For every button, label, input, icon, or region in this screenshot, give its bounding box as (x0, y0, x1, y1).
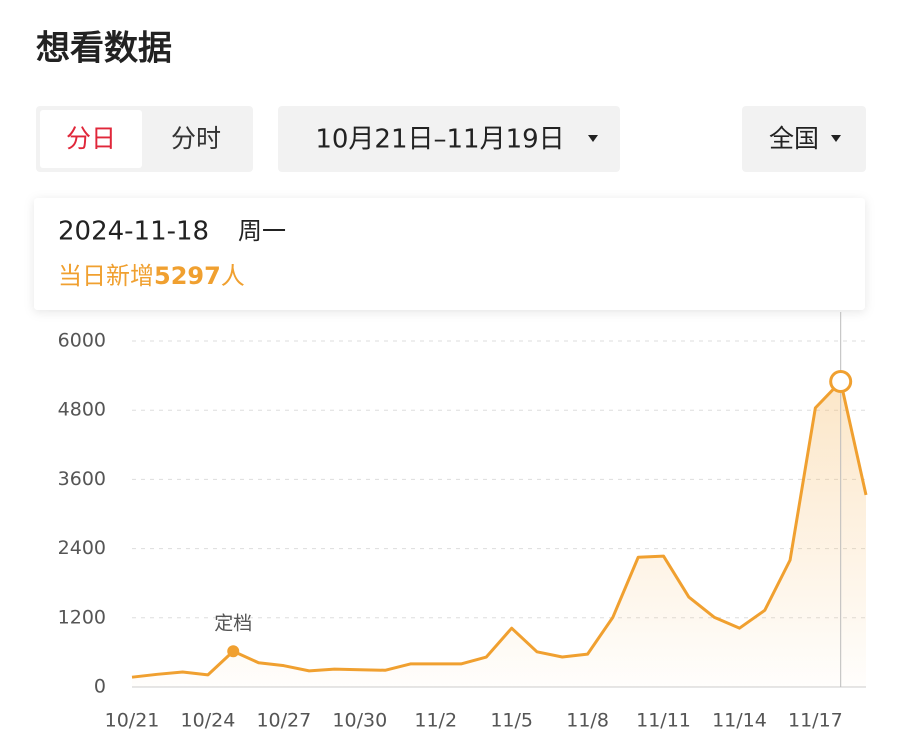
x-tick-label: 11/5 (490, 710, 533, 732)
tooltip-value: 当日新增5297人 (58, 262, 245, 290)
area (132, 381, 866, 687)
tab-selected-bg (40, 110, 142, 168)
page-title: 想看数据 (36, 29, 172, 69)
region-button[interactable] (742, 106, 866, 172)
y-tick-label: 0 (94, 676, 106, 698)
x-tick-label: 11/8 (566, 710, 609, 732)
highlight-point (829, 370, 853, 394)
x-tick-label: 10/27 (256, 710, 311, 732)
tab[interactable]: 分日 (66, 124, 116, 153)
x-tick-label: 10/21 (105, 710, 160, 732)
y-tick-label: 1200 (58, 606, 106, 628)
x-tick-label: 10/30 (332, 710, 387, 732)
date-range-button[interactable] (278, 106, 620, 172)
tooltip-number: 5297 (154, 262, 221, 290)
x-tick-label: 11/14 (712, 710, 767, 732)
tooltip-prefix: 当日新增 (58, 262, 154, 290)
x-tick-label: 10/24 (181, 710, 236, 732)
y-tick-label: 2400 (58, 537, 106, 559)
region: 全国 (769, 124, 819, 153)
date-range: 10月21日–11月19日 (315, 125, 564, 155)
y-tick-label: 6000 (58, 330, 106, 352)
tooltip-card (34, 198, 865, 310)
x-tick-label: 11/2 (414, 710, 457, 732)
x-tick-label: 11/17 (788, 710, 843, 732)
y-tick-label: 4800 (58, 399, 106, 421)
line (131, 380, 868, 679)
dropdown-arrow (588, 135, 598, 142)
tooltip-suffix: 人 (221, 262, 245, 290)
tooltip-weekday: 周一 (238, 217, 286, 245)
tab[interactable]: 分时 (171, 124, 221, 153)
annotation-dot (227, 645, 240, 658)
y-tick-label: 3600 (58, 468, 106, 490)
tooltip-date: 2024-11-18 (58, 217, 209, 247)
dropdown-arrow (831, 135, 841, 142)
x-tick-label: 11/11 (636, 710, 691, 732)
annotation: 定档 (214, 613, 252, 635)
